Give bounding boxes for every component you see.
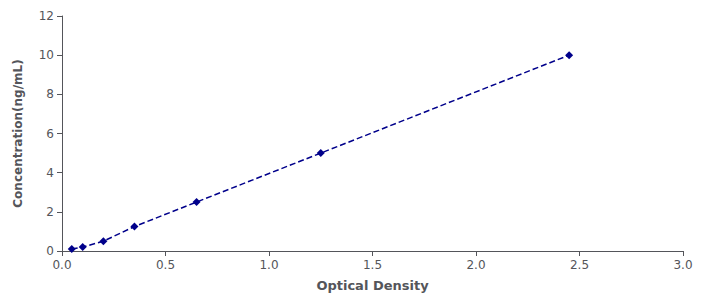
svg-text:0: 0 <box>46 244 54 258</box>
svg-text:4: 4 <box>46 166 54 180</box>
svg-text:1.0: 1.0 <box>259 258 278 272</box>
svg-text:2.0: 2.0 <box>466 258 485 272</box>
svg-text:8: 8 <box>46 87 54 101</box>
svg-text:3.0: 3.0 <box>673 258 692 272</box>
svg-text:12: 12 <box>39 9 54 23</box>
svg-text:0.5: 0.5 <box>156 258 175 272</box>
svg-text:Concentration(ng/mL): Concentration(ng/mL) <box>11 59 25 207</box>
svg-text:2.5: 2.5 <box>570 258 589 272</box>
svg-text:0.0: 0.0 <box>52 258 71 272</box>
svg-text:Optical Density: Optical Density <box>316 278 429 293</box>
svg-text:1.5: 1.5 <box>363 258 382 272</box>
svg-text:2: 2 <box>46 205 54 219</box>
svg-text:10: 10 <box>39 48 54 62</box>
svg-text:6: 6 <box>46 127 54 141</box>
